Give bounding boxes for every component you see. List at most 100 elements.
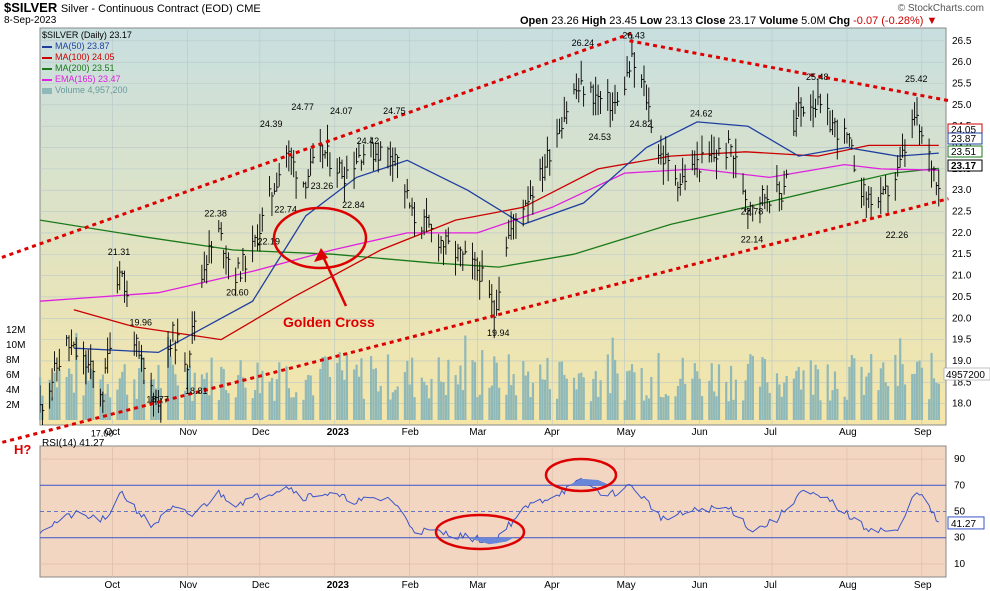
volume-bar bbox=[761, 357, 764, 420]
rsi-tick-label: 30 bbox=[954, 533, 966, 544]
volume-bar bbox=[609, 393, 612, 420]
volume-bar bbox=[411, 357, 414, 420]
volume-bar bbox=[355, 364, 358, 420]
volume-bar bbox=[797, 367, 800, 420]
rsi-x-tick-label: Aug bbox=[839, 580, 857, 591]
volume-bar bbox=[768, 392, 771, 420]
volume-bar bbox=[643, 400, 646, 420]
volume-tick-label: 10M bbox=[6, 340, 25, 351]
rsi-x-tick-label: Oct bbox=[104, 580, 120, 591]
volume-bar bbox=[916, 361, 919, 420]
rsi-value-box bbox=[947, 516, 985, 530]
volume-bar bbox=[205, 372, 208, 420]
volume-bar bbox=[328, 376, 332, 420]
volume-bar bbox=[444, 395, 448, 420]
volume-bar bbox=[386, 354, 390, 420]
volume-bar bbox=[459, 365, 462, 420]
volume-bar bbox=[319, 368, 322, 420]
volume-bar bbox=[633, 372, 636, 420]
price-annotation: 18.77 bbox=[146, 394, 169, 404]
volume-bar bbox=[848, 366, 851, 420]
volume-bar bbox=[171, 364, 175, 420]
volume-bar bbox=[420, 377, 423, 420]
volume-bar bbox=[239, 360, 242, 420]
volume-bar bbox=[556, 398, 559, 420]
volume-bar bbox=[225, 390, 228, 420]
volume-bar bbox=[321, 357, 324, 420]
volume-bar bbox=[514, 395, 518, 420]
volume-bar bbox=[657, 353, 660, 420]
chart-title: $SILVER Silver - Continuous Contract (EO… bbox=[4, 0, 261, 15]
volume-bar bbox=[836, 388, 839, 420]
rsi-tick-label: 50 bbox=[954, 507, 966, 518]
volume-bar bbox=[125, 394, 129, 420]
price-annotation: 25.48 bbox=[806, 72, 829, 82]
h-marker-label: H? bbox=[14, 442, 31, 457]
price-panel bbox=[39, 27, 947, 426]
x-tick-label: Jul bbox=[764, 427, 777, 438]
volume-tick-label: 12M bbox=[6, 325, 25, 336]
volume-bar bbox=[887, 386, 890, 420]
volume-bar bbox=[645, 395, 648, 420]
legend-ma100-text: MA(100) 24.05 bbox=[55, 52, 115, 62]
volume-bar bbox=[290, 397, 293, 420]
rsi-x-tick-label: 2023 bbox=[327, 580, 350, 591]
volume-bar bbox=[287, 388, 291, 420]
volume-bar bbox=[684, 383, 687, 420]
high-label: High bbox=[581, 15, 607, 27]
volume-bar bbox=[882, 362, 885, 420]
volume-bar bbox=[140, 354, 143, 420]
volume-bar bbox=[413, 397, 416, 420]
price-tick-label: 18.5 bbox=[952, 377, 972, 388]
volume-bar bbox=[244, 387, 247, 420]
volume-tick-label: 2M bbox=[6, 400, 20, 411]
ma-value-box bbox=[947, 132, 983, 145]
volume-bar bbox=[681, 357, 684, 420]
volume-bar bbox=[123, 364, 126, 420]
volume-bar bbox=[829, 400, 832, 420]
x-tick-label: Apr bbox=[544, 427, 560, 438]
volume-bar bbox=[920, 367, 924, 420]
volume-bar bbox=[254, 390, 257, 420]
volume-bar bbox=[302, 399, 305, 420]
open-label: Open bbox=[520, 15, 549, 27]
volume-bar bbox=[142, 379, 146, 420]
ohlc-summary: Open 23.26 High 23.45 Low 23.13 Close 23… bbox=[520, 15, 937, 27]
volume-bar bbox=[408, 384, 411, 420]
price-tick-label: 23.0 bbox=[952, 185, 972, 196]
volume-bar bbox=[490, 385, 493, 420]
volume-bar bbox=[611, 337, 614, 420]
volume-bar bbox=[464, 335, 467, 420]
ma100-swatch-icon bbox=[42, 56, 52, 59]
rsi-tick-label: 70 bbox=[954, 480, 966, 491]
volume-bar bbox=[217, 400, 220, 420]
volume-bar bbox=[324, 356, 327, 420]
rsi-oversold-fill bbox=[467, 537, 514, 545]
ema165-swatch-icon bbox=[42, 78, 52, 81]
price-annotation: 20.60 bbox=[226, 288, 249, 298]
volume-bar bbox=[691, 378, 694, 420]
golden-cross-ellipse bbox=[272, 206, 368, 270]
legend-price: $SILVER (Daily) 23.17 bbox=[42, 30, 132, 40]
volume-value: 5.0M bbox=[801, 15, 826, 27]
volume-bar bbox=[227, 393, 230, 420]
volume-bar bbox=[775, 373, 779, 420]
volume-bar bbox=[138, 368, 141, 420]
volume-bar bbox=[372, 369, 375, 420]
volume-bar bbox=[785, 375, 788, 420]
volume-bar bbox=[379, 385, 382, 420]
x-tick-label: May bbox=[617, 427, 636, 438]
legend-volume-text: Volume 4,957,200 bbox=[55, 85, 128, 95]
volume-bar bbox=[918, 360, 921, 420]
ma-value-label: 24.05 bbox=[951, 125, 976, 136]
price-tick-label: 20.0 bbox=[952, 313, 972, 324]
volume-bar bbox=[911, 374, 914, 420]
rsi-tick-label: 10 bbox=[954, 559, 966, 570]
volume-bar bbox=[454, 375, 457, 420]
volume-bar bbox=[592, 378, 595, 420]
volume-bar bbox=[51, 397, 54, 420]
volume-bar bbox=[640, 368, 643, 420]
volume-bar bbox=[423, 381, 426, 420]
volume-tick-label: 6M bbox=[6, 370, 20, 381]
volume-bar bbox=[749, 354, 752, 420]
